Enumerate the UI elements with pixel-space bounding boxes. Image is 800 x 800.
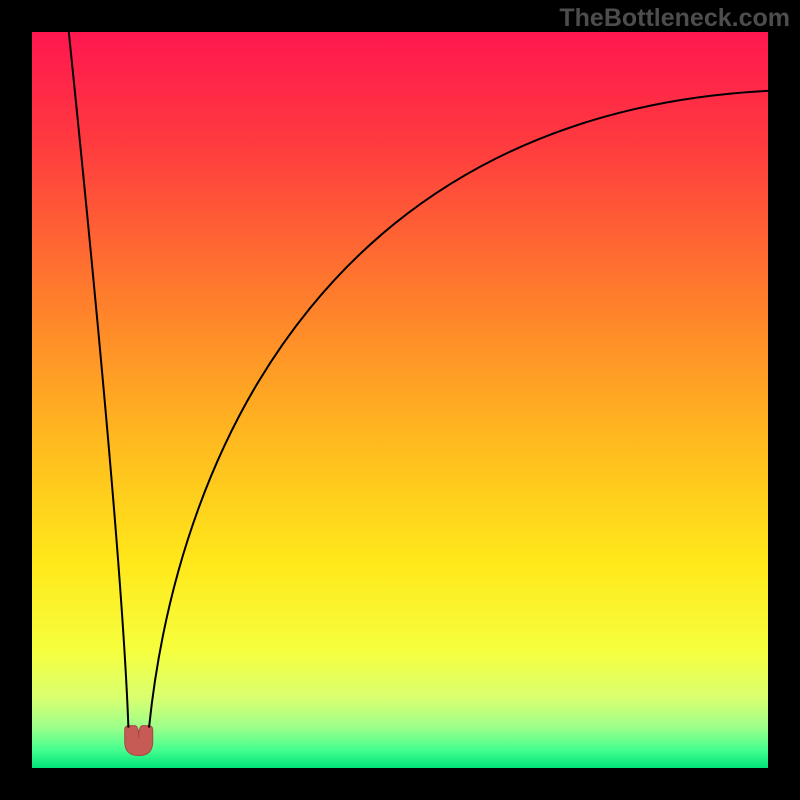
chart-frame: TheBottleneck.com xyxy=(0,0,800,800)
watermark-text: TheBottleneck.com xyxy=(559,4,790,33)
bottleneck-chart xyxy=(0,0,800,800)
plot-gradient xyxy=(32,32,768,768)
